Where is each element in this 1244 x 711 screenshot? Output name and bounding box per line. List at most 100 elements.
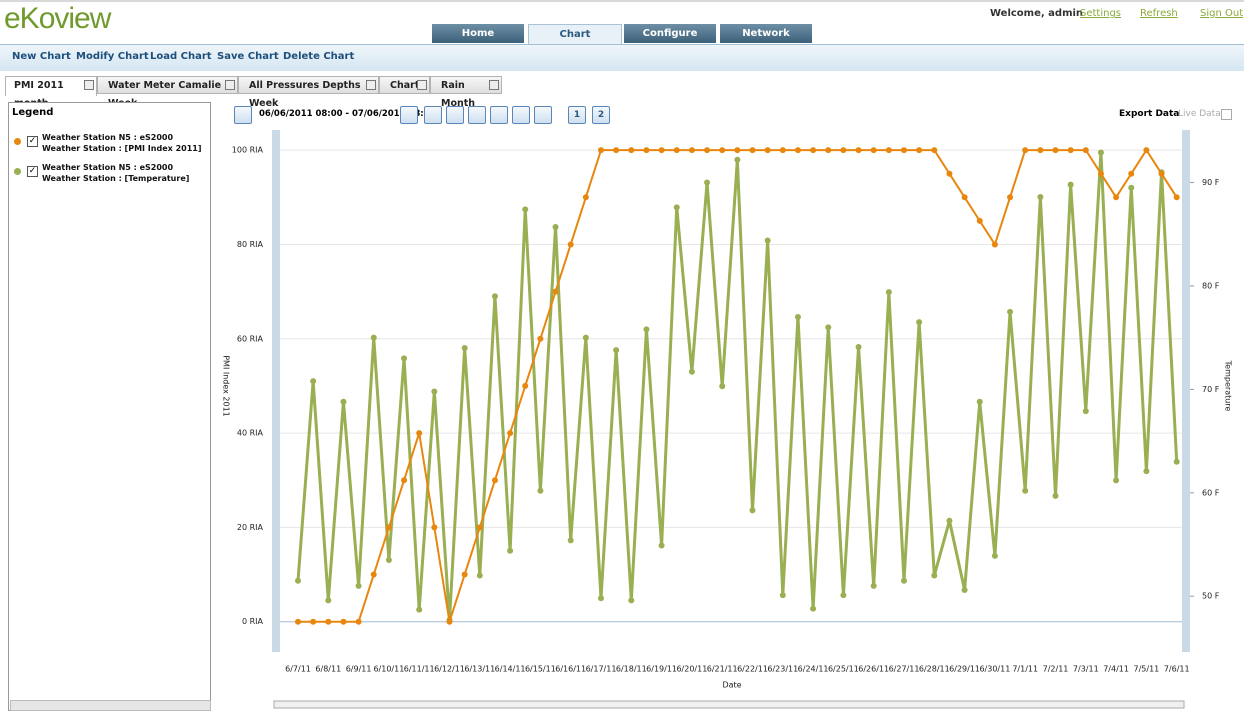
data-point xyxy=(901,147,907,154)
axis-button[interactable]: 1 xyxy=(568,106,586,124)
settings-link[interactable]: Settings xyxy=(1080,8,1122,19)
data-point xyxy=(931,572,938,579)
y2-tick-label: 90 F xyxy=(1202,178,1220,187)
logo[interactable]: eKoview xyxy=(4,2,111,35)
data-point xyxy=(1158,170,1165,177)
export-data[interactable]: Export Data xyxy=(1119,109,1180,119)
x-tick-label: 6/26/11 xyxy=(858,665,889,674)
data-point xyxy=(704,147,711,154)
data-point xyxy=(794,147,801,154)
data-point xyxy=(1097,149,1104,156)
data-point xyxy=(385,557,392,564)
x-tick-label: 6/11/11 xyxy=(404,665,435,674)
data-point xyxy=(734,147,741,154)
y-axis-title: PMI Index 2011 xyxy=(222,355,231,417)
data-point xyxy=(1173,194,1180,201)
live-checkbox[interactable] xyxy=(1221,109,1232,120)
toolbar-button[interactable]: Save Chart xyxy=(217,51,279,62)
y-tick-label: 100 RIA xyxy=(232,146,264,155)
nav-tab[interactable]: Chart xyxy=(528,24,622,45)
data-point xyxy=(1067,147,1074,154)
data-point xyxy=(340,398,347,405)
y-tick-label: 80 RIA xyxy=(237,240,264,249)
data-point xyxy=(295,618,301,625)
data-point xyxy=(1007,308,1014,315)
data-point xyxy=(1097,170,1104,177)
data-point xyxy=(961,587,968,594)
nav-tab[interactable]: Home xyxy=(432,24,524,43)
axis-button[interactable]: 2 xyxy=(592,106,610,124)
data-point xyxy=(719,147,726,154)
nav-tab[interactable]: Network xyxy=(720,24,812,43)
tab-label: Chart xyxy=(390,80,420,91)
x-tick-label: 6/20/11 xyxy=(676,665,707,674)
tab[interactable]: Chart xyxy=(379,76,430,94)
signout-link[interactable]: Sign Out xyxy=(1200,8,1244,19)
data-point xyxy=(855,343,862,350)
data-point xyxy=(901,577,907,584)
data-point xyxy=(704,179,711,186)
tab-close[interactable] xyxy=(417,80,427,90)
data-point xyxy=(779,592,786,599)
toolbar-button[interactable]: New Chart xyxy=(12,51,71,62)
data-point xyxy=(522,382,529,389)
zoom-button[interactable] xyxy=(424,106,442,124)
tab-close[interactable] xyxy=(366,80,376,90)
data-point xyxy=(719,383,726,390)
x-tick-label: 6/22/11 xyxy=(737,665,768,674)
x-tick-label: 7/3/11 xyxy=(1073,665,1099,674)
legend-panel xyxy=(8,102,211,711)
live-data[interactable]: Live Data xyxy=(1178,109,1221,119)
data-point xyxy=(764,237,771,244)
data-point xyxy=(582,334,589,341)
tab[interactable]: All Pressures Depths Week xyxy=(238,76,379,109)
data-point xyxy=(673,147,680,154)
tab[interactable]: Rain Month xyxy=(430,76,502,109)
x-tick-label: 7/1/11 xyxy=(1012,665,1038,674)
axis-bar xyxy=(272,130,280,652)
all-button[interactable] xyxy=(534,106,552,124)
data-point xyxy=(1052,147,1059,154)
data-point xyxy=(658,542,665,549)
toolbar-button[interactable]: Delete Chart xyxy=(283,51,355,62)
data-point xyxy=(764,147,771,154)
data-point xyxy=(734,156,741,163)
day-button[interactable] xyxy=(446,106,464,124)
legend-checkbox[interactable]: ✓ xyxy=(27,136,38,147)
data-point xyxy=(916,319,923,326)
data-point xyxy=(840,147,847,154)
data-point xyxy=(855,147,862,154)
x-tick-label: 6/15/11 xyxy=(525,665,556,674)
prev-button[interactable] xyxy=(234,106,252,124)
tab-close[interactable] xyxy=(84,80,94,90)
data-point xyxy=(1022,487,1029,494)
data-point xyxy=(385,524,392,531)
data-point xyxy=(810,605,817,612)
data-point xyxy=(1082,147,1089,154)
data-point xyxy=(461,571,468,578)
year-button[interactable] xyxy=(512,106,530,124)
week-button[interactable] xyxy=(468,106,486,124)
nav-tab[interactable]: Configure xyxy=(624,24,716,43)
x-tick-label: 6/10/11 xyxy=(373,665,404,674)
data-point xyxy=(537,335,544,342)
data-point xyxy=(1128,184,1135,191)
toolbar-button[interactable]: Modify Chart xyxy=(76,51,149,62)
data-point xyxy=(688,147,695,154)
data-point xyxy=(401,355,408,362)
next-button[interactable] xyxy=(400,106,418,124)
legend-marker xyxy=(14,138,21,145)
refresh-link[interactable]: Refresh xyxy=(1140,8,1178,19)
data-point xyxy=(416,430,423,437)
scrollbar[interactable] xyxy=(273,700,1185,709)
month-button[interactable] xyxy=(490,106,508,124)
tab-close[interactable] xyxy=(489,80,499,90)
tab-close[interactable] xyxy=(225,80,235,90)
toolbar-button[interactable]: Load Chart xyxy=(150,51,212,62)
data-point xyxy=(370,334,377,341)
y-tick-label: 20 RIA xyxy=(237,523,264,532)
legend-checkbox[interactable]: ✓ xyxy=(27,166,38,177)
data-point xyxy=(628,147,635,154)
data-point xyxy=(991,241,998,248)
data-point xyxy=(810,147,817,154)
